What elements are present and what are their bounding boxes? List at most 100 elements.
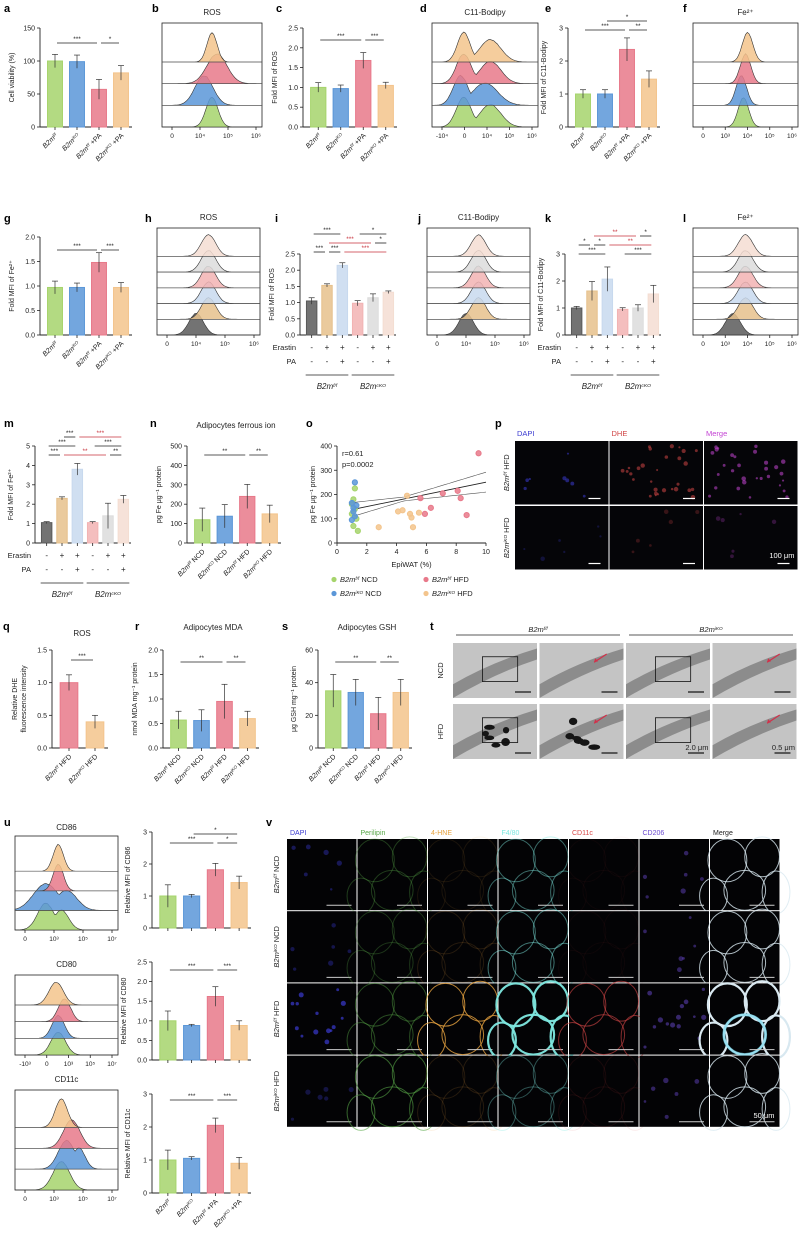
x-tick-label: 10³ — [49, 1196, 59, 1203]
fluorescence-spot — [774, 465, 779, 470]
panel-letter-v: v — [266, 817, 273, 829]
x-tick-label: 10⁴ — [195, 133, 205, 140]
cell-membrane — [566, 1055, 607, 1099]
treatment-label: PA — [552, 357, 561, 366]
group-label: B2mf/f​ — [52, 590, 73, 599]
x-tick-label: 0 — [435, 341, 439, 348]
y-tick-label: 0 — [143, 1191, 147, 1198]
nucleus-spot — [680, 888, 686, 894]
row-label: B2miKO​ HFD — [272, 1070, 281, 1111]
category-label: B2mf/f​ — [41, 131, 60, 150]
cell-membrane — [354, 838, 395, 883]
group-label: B2mcKO​ — [95, 590, 121, 599]
scale-label: 50 μm — [754, 1111, 775, 1120]
y-tick-label: 0.5 — [25, 308, 35, 315]
significance-label: *** — [188, 1093, 196, 1100]
fluorescence-spot — [683, 461, 688, 466]
channel-label: DAPI — [290, 830, 306, 837]
y-axis-label: Fold MFI of Fe²⁺ — [8, 468, 15, 520]
nucleus-spot — [313, 1029, 319, 1035]
membrane-texture — [539, 709, 624, 759]
y-tick-label: 2.5 — [137, 960, 147, 967]
y-tick-label: 0 — [178, 541, 182, 548]
cell-membrane — [603, 980, 639, 1022]
significance-label: *** — [371, 33, 379, 40]
treatment-sign: - — [107, 565, 110, 574]
y-tick-label: 2 — [143, 1125, 147, 1132]
bar — [206, 869, 224, 929]
scatter-point — [463, 512, 470, 519]
image-background — [569, 1055, 639, 1127]
x-tick-label: 10⁴ — [482, 133, 492, 140]
nucleus-spot — [643, 1045, 647, 1049]
lipid-droplet — [502, 726, 510, 734]
cell-membrane — [744, 908, 780, 950]
panel-letter-a: a — [4, 3, 11, 15]
y-tick-label: 400 — [170, 463, 182, 470]
significance-label: *** — [323, 227, 331, 234]
significance-label: * — [626, 14, 629, 21]
nucleus-spot — [295, 1002, 299, 1006]
histogram-title: CD11c — [55, 1075, 79, 1084]
treatment-sign: - — [372, 357, 375, 366]
histogram-panel-u1 — [14, 835, 119, 931]
significance-label: *** — [634, 247, 642, 254]
significance-label: *** — [601, 23, 609, 30]
micrograph-f480 — [486, 980, 580, 1060]
significance-label: *** — [316, 245, 324, 252]
channel-label: DHE — [612, 429, 628, 438]
cell-membrane — [391, 908, 428, 950]
treatment-sign: - — [310, 357, 313, 366]
cell-membrane — [532, 908, 569, 950]
nucleus-spot — [682, 957, 685, 960]
bar — [570, 307, 583, 336]
micrograph-4-hne — [417, 1052, 509, 1131]
membrane-texture — [712, 709, 797, 759]
legend-marker — [423, 590, 429, 597]
x-tick-label: 10⁵ — [765, 341, 775, 348]
cell-membrane — [566, 910, 607, 955]
genotype-label: B2miKO​ — [699, 625, 723, 634]
bar — [351, 302, 364, 336]
category-label: B2miKO​ — [60, 131, 81, 152]
treatment-sign: - — [591, 357, 594, 366]
cell-membrane — [495, 838, 536, 883]
category-label: B2mf/f​ — [154, 1197, 173, 1216]
cell-membrane — [744, 1052, 780, 1094]
fluorescence-spot — [730, 469, 735, 473]
fluorescence-spot — [523, 547, 526, 551]
panel-letter-l: l — [683, 213, 686, 225]
channel-label: CD11c — [572, 830, 593, 837]
y-tick-label: 60 — [305, 648, 313, 655]
bar — [183, 1157, 201, 1194]
p-value: p=0.0002 — [342, 460, 374, 469]
scatter-point — [399, 507, 406, 514]
histogram-title: C11-Bodipy — [458, 213, 499, 222]
cell-membrane — [723, 869, 767, 911]
significance-label: *** — [73, 243, 81, 250]
y-tick-label: 2 — [26, 502, 30, 509]
fluorescence-spot — [708, 494, 712, 498]
nucleus-spot — [683, 850, 689, 856]
fluorescence-spot — [647, 445, 651, 449]
x-tick-label: 10³ — [721, 341, 731, 348]
histogram-series — [15, 1032, 118, 1056]
significance-label: * — [109, 36, 112, 43]
significance-label: *** — [346, 236, 354, 243]
treatment-sign: + — [340, 343, 345, 352]
fluorescence-spot — [528, 477, 531, 481]
cell-membrane — [723, 1086, 767, 1128]
treatment-sign: + — [340, 357, 345, 366]
cell-membrane — [370, 1014, 414, 1056]
fluorescence-spot — [640, 463, 645, 468]
y-tick-label: 5 — [26, 444, 30, 451]
fluorescence-spot — [690, 487, 695, 492]
y-tick-label: 2.0 — [137, 979, 147, 986]
histogram-series — [693, 313, 798, 336]
cell-membrane — [370, 869, 414, 911]
fluorescence-spot — [681, 448, 686, 454]
y-axis-label: Relative MFI of CD86 — [125, 846, 132, 913]
histogram-title: Fe²⁺ — [737, 8, 753, 17]
nucleus-spot — [348, 1086, 354, 1093]
image-background — [428, 1055, 498, 1127]
